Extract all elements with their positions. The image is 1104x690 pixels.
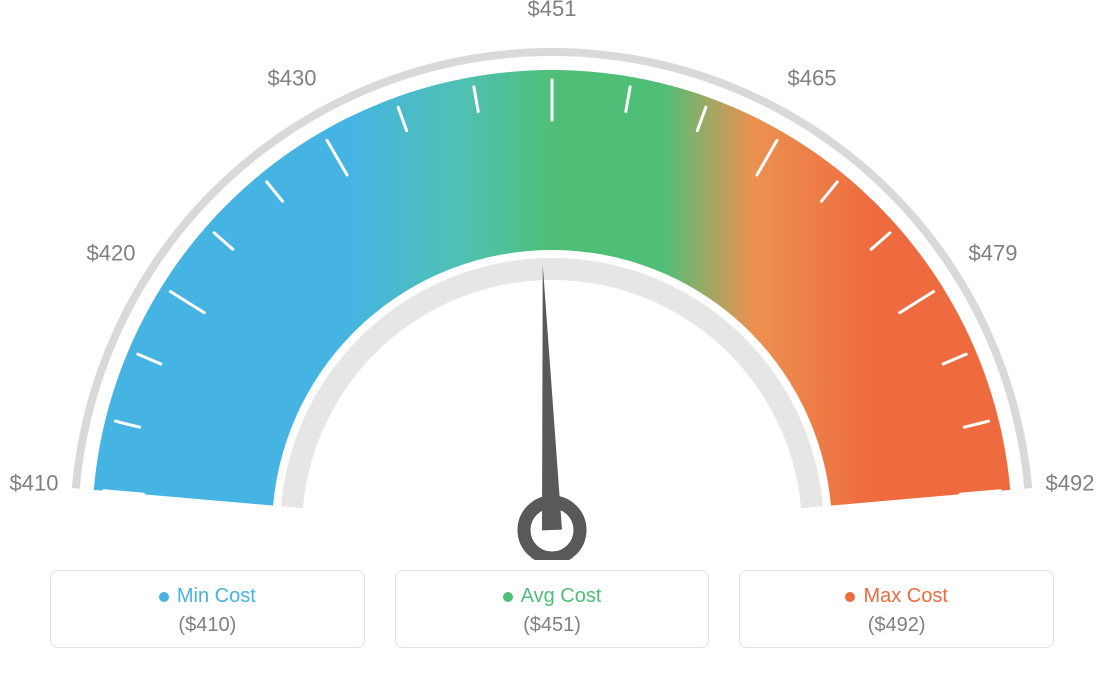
svg-text:$479: $479 [969,240,1018,265]
svg-text:$465: $465 [788,65,837,90]
min-cost-value: ($410) [51,614,364,637]
min-cost-label: Min Cost [177,585,256,608]
max-cost-title: Max Cost [845,585,947,608]
svg-text:$451: $451 [528,0,577,21]
avg-cost-card: Avg Cost ($451) [395,570,710,648]
min-cost-title: Min Cost [159,585,256,608]
max-cost-card: Max Cost ($492) [739,570,1054,648]
min-dot-icon [159,592,169,602]
avg-cost-label: Avg Cost [521,585,602,608]
avg-cost-title: Avg Cost [503,585,602,608]
svg-text:$420: $420 [87,240,136,265]
avg-dot-icon [503,592,513,602]
max-cost-value: ($492) [740,614,1053,637]
summary-row: Min Cost ($410) Avg Cost ($451) Max Cost… [0,570,1104,648]
gauge-svg: $410 $420 $430 $451 $465 $479 $492 [0,0,1104,560]
gauge-chart: $410 $420 $430 $451 $465 $479 $492 [0,0,1104,560]
svg-text:$492: $492 [1046,470,1095,495]
min-cost-card: Min Cost ($410) [50,570,365,648]
max-cost-label: Max Cost [863,585,947,608]
svg-text:$410: $410 [10,470,59,495]
max-dot-icon [845,592,855,602]
avg-cost-value: ($451) [396,614,709,637]
svg-text:$430: $430 [268,65,317,90]
